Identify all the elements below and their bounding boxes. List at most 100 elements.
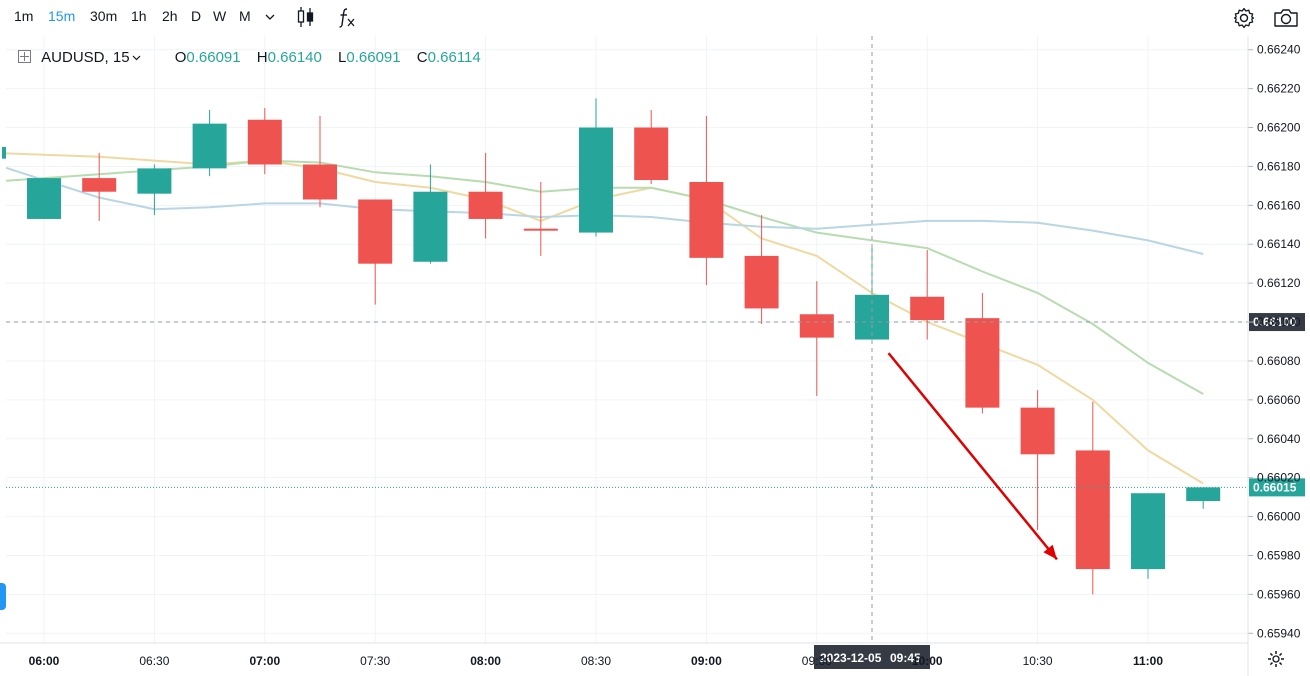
price-tick-label: 0.66240 (1257, 43, 1301, 57)
candle-down (799, 281, 834, 396)
candle-body (689, 181, 724, 258)
gear-icon-center (1272, 655, 1280, 663)
candle-body (358, 199, 393, 264)
candle-body (523, 228, 558, 231)
chart-grid (6, 36, 1248, 643)
candle-body (192, 123, 227, 169)
low-value: 0.66091 (346, 49, 401, 66)
high-value: 0.66140 (267, 49, 322, 66)
time-tick-label: 07:30 (360, 654, 390, 668)
timeframe-30m[interactable]: 30m (90, 8, 118, 24)
candle-body (1186, 487, 1221, 502)
candle-down (689, 115, 724, 286)
gear-icon-tooth (1269, 652, 1273, 656)
fx-icon[interactable] (338, 5, 358, 34)
candle-down (1020, 390, 1055, 531)
price-tick-label: 0.66080 (1257, 354, 1301, 368)
time-tick-label: 09:30 (802, 654, 832, 668)
chart-overlay: 0.66100 0.66015 2023-12-05 09:45 (6, 36, 1305, 669)
top-toolbar: 1m 15m 30m 1h 2h D W M (0, 0, 1310, 36)
candle-body (1075, 450, 1110, 570)
timeframe-2h[interactable]: 2h (162, 8, 178, 24)
candle-down (634, 110, 669, 184)
timeframe-w[interactable]: W (213, 8, 227, 24)
chevron-down-icon[interactable] (264, 10, 276, 28)
axis-settings-icon[interactable] (1268, 651, 1284, 667)
price-tick-label: 0.65980 (1257, 548, 1301, 562)
price-tick-label: 0.65940 (1257, 626, 1301, 640)
close-value: 0.66114 (427, 49, 481, 66)
candle-body (579, 127, 613, 233)
candles (2, 98, 1221, 595)
crosshair-price-label-text: 0.66100 (1253, 315, 1297, 329)
time-tick-label: 10:30 (1023, 654, 1053, 668)
gear-icon[interactable] (1232, 6, 1256, 35)
crosshair-time-label: 2023-12-05 09:45 (814, 645, 930, 669)
symbol-legend: AUDUSD, 15 O0.66091 H0.66140 L0.66091 C0… (18, 49, 493, 66)
camera-icon[interactable] (1272, 6, 1300, 35)
time-tick-label: 11:00 (1133, 654, 1163, 668)
time-axis: 06:00 06:30 07:00 07:30 08:00 08:30 09:00 09:30… (0, 642, 1284, 668)
candles-icon[interactable] (296, 5, 316, 34)
price-axis: 0.66240 0.66220 0.66200 0.66180 0.66160 0.661… (1247, 36, 1301, 676)
time-tick-label: 07:00 (249, 654, 280, 668)
timeframe-d[interactable]: D (191, 8, 202, 24)
candle-body (799, 314, 834, 338)
gear-icon-tooth (1279, 652, 1283, 656)
time-tick-label: 06:30 (139, 654, 169, 668)
low-label: L (338, 49, 347, 66)
symbol-label[interactable]: AUDUSD, 15 (41, 49, 130, 66)
price-tick-label: 0.66120 (1257, 276, 1301, 290)
candle-down (247, 108, 282, 175)
time-tick-label: 08:00 (470, 654, 501, 668)
candle-up (1131, 493, 1165, 579)
crosshair-time-text: 09:45 (890, 651, 921, 665)
timeframe-1m[interactable]: 1m (14, 8, 34, 24)
left-toolbar-handle[interactable] (0, 583, 6, 610)
candle-body (27, 178, 61, 219)
close-label: C (416, 49, 428, 66)
gear-icon-tooth (1279, 662, 1283, 666)
last-price-label-text: 0.66015 (1253, 480, 1297, 494)
time-tick-label: 08:30 (581, 654, 611, 668)
price-tick-label: 0.66000 (1257, 510, 1301, 524)
candle-down (910, 250, 945, 340)
time-tick-label: 10:00 (912, 654, 943, 668)
candle-partial (2, 146, 6, 159)
chevron-down-icon[interactable] (132, 49, 141, 66)
crosshair-price-label: 0.66100 (1249, 313, 1305, 332)
crosshair-date-text: 2023-12-05 (820, 651, 882, 665)
price-tick-label: 0.66060 (1257, 393, 1301, 407)
candle-down (82, 152, 117, 221)
candle-body (910, 296, 945, 321)
price-tick-label: 0.66180 (1257, 159, 1301, 173)
candle-down (303, 115, 337, 208)
candle-up (1186, 487, 1221, 509)
candle-body (744, 255, 779, 309)
open-label: O (174, 49, 187, 66)
candle-body (468, 191, 503, 219)
crosshair-price-label-bg (1249, 313, 1305, 332)
candle-down (744, 215, 779, 324)
candle-up (579, 98, 613, 237)
annotation-arrow-head (1043, 544, 1057, 560)
price-tick-label: 0.66160 (1257, 198, 1301, 212)
price-tick-label: 0.65960 (1257, 587, 1301, 601)
candle-down (523, 181, 558, 256)
last-price-label-bg (1249, 478, 1305, 497)
candle-down (965, 292, 1000, 414)
time-tick-label: 06:00 (29, 654, 60, 668)
candle-down (468, 152, 503, 239)
plus-icon[interactable] (18, 50, 31, 63)
candle-body (82, 178, 117, 192)
crosshair-time-bg (814, 645, 930, 669)
timeframe-m[interactable]: M (239, 8, 251, 24)
candle-body (413, 191, 448, 262)
price-tick-label: 0.66140 (1257, 237, 1301, 251)
timeframe-1h[interactable]: 1h (131, 8, 147, 24)
timeframe-15m[interactable]: 15m (48, 8, 76, 24)
candle-down (1075, 401, 1110, 595)
price-tick-label: 0.66020 (1257, 471, 1301, 485)
candle-body (965, 318, 1000, 408)
